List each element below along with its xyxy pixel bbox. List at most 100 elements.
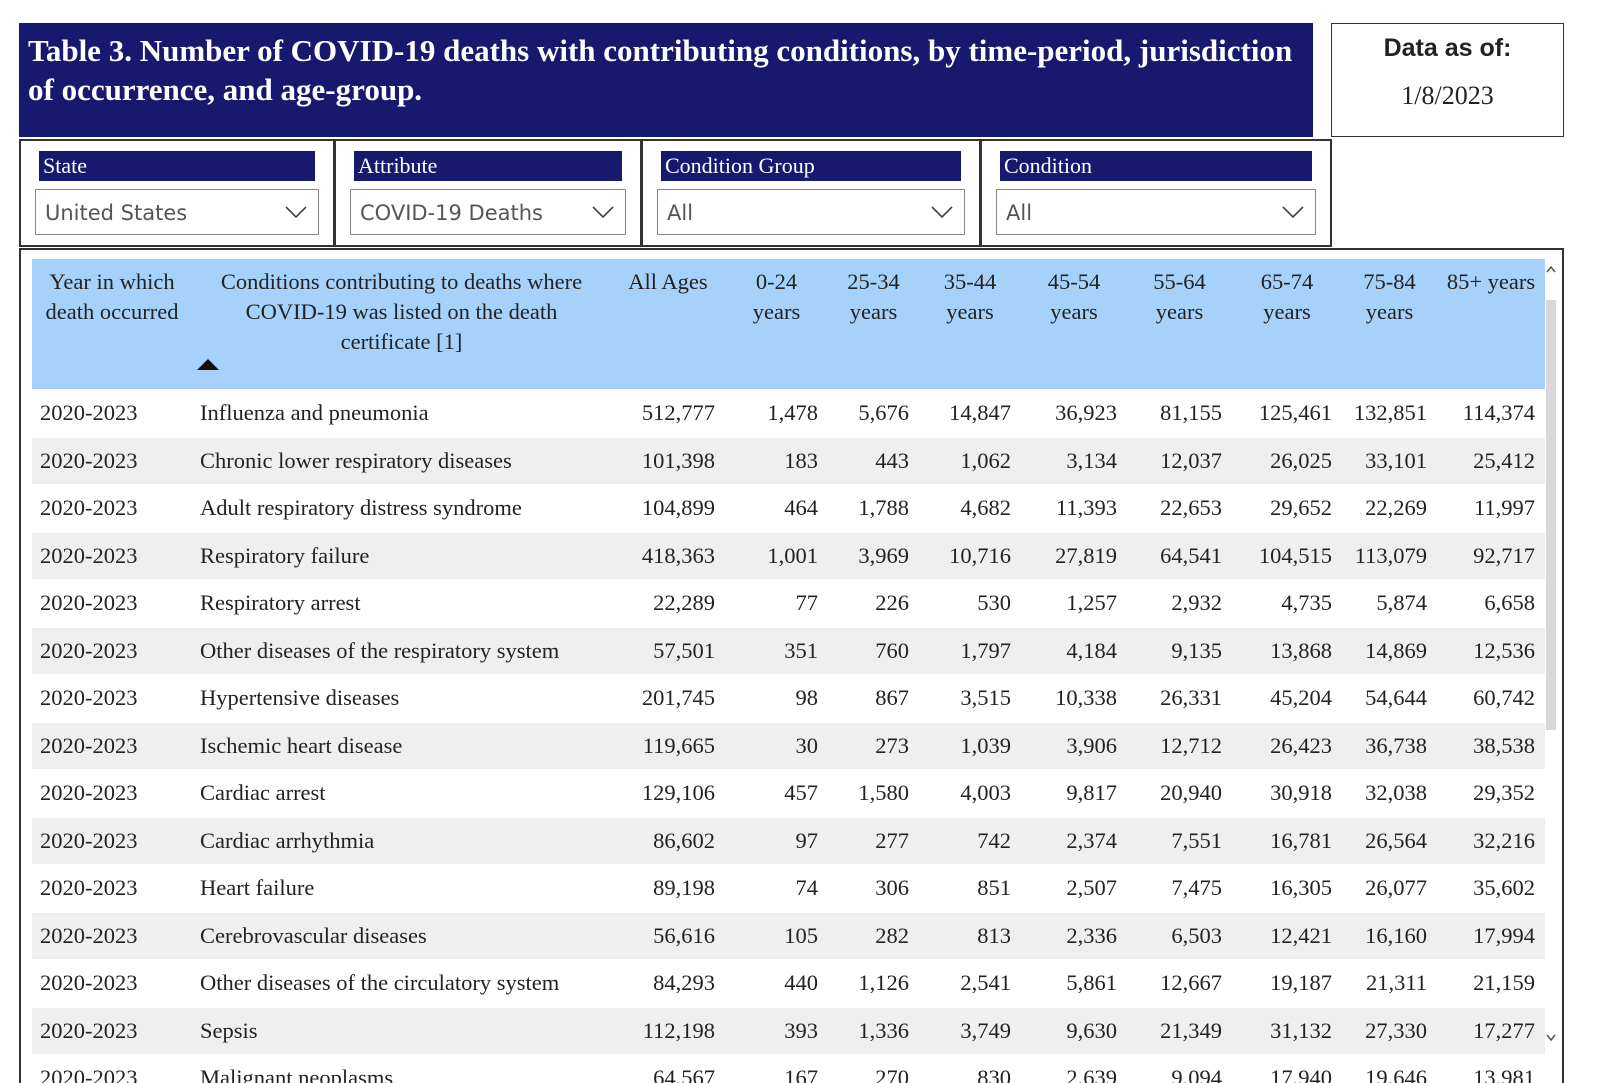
table-cell: 6,503 [1127,911,1232,960]
dropdown[interactable]: COVID-19 Deaths [350,189,626,235]
filter: Attribute COVID-19 Deaths [334,139,642,247]
table-cell: 1,001 [725,531,828,580]
table-cell: 3,134 [1021,436,1127,485]
scrollbar[interactable] [1544,260,1558,1083]
table-cell: 21,159 [1437,959,1545,1007]
table-cell: 98 [725,674,828,722]
dropdown[interactable]: All [996,189,1316,235]
table-row: 2020-2023 Adult respiratory distress synd… [32,484,1545,532]
table-cell: 89,198 [611,864,725,912]
data-as-of-label: Data as of: [1383,34,1512,62]
table-cell: 3,515 [919,674,1021,722]
table-cell: 16,781 [1232,816,1342,865]
table-cell: 22,289 [611,579,725,627]
table-cell: Respiratory arrest [192,579,611,627]
column-header[interactable]: 85+ years [1437,259,1545,390]
sort-arrow[interactable] [196,357,220,371]
column-header[interactable]: 45-54 years [1021,259,1127,390]
table-cell: Hypertensive diseases [192,674,611,722]
filter-label: State [39,151,315,181]
dropdown[interactable]: United States [35,189,319,235]
table-cell: 2020-2023 [32,436,192,485]
table-cell: 30,918 [1232,769,1342,817]
table-cell: 12,421 [1232,911,1342,960]
table-cell: 530 [919,579,1021,627]
table-cell: 35,602 [1437,864,1545,912]
dropdown-value: COVID-19 Deaths [360,201,543,225]
column-header[interactable]: 55-64 years [1127,259,1232,390]
column-header[interactable]: 25-34 years [828,259,919,390]
table-cell: 2,541 [919,959,1021,1007]
table-cell: 77 [725,579,828,627]
table-cell: 64,541 [1127,531,1232,580]
table-cell: 101,398 [611,436,725,485]
table-cell: 2,374 [1021,816,1127,865]
table-cell: 2020-2023 [32,531,192,580]
table-cell: 12,037 [1127,436,1232,485]
dropdown[interactable]: All [657,189,965,235]
table-cell: 97 [725,816,828,865]
table-cell: 26,564 [1342,816,1437,865]
table-cell: Adult respiratory distress syndrome [192,484,611,532]
chevron [285,206,307,219]
table-cell: 2020-2023 [32,816,192,865]
table-cell: 201,745 [611,674,725,722]
filter: Condition All [980,139,1332,247]
table-cell: 60,742 [1437,674,1545,722]
table-cell: 2,507 [1021,864,1127,912]
table-cell: 464 [725,484,828,532]
table-cell: 125,461 [1232,389,1342,437]
table-cell: 167 [725,1054,828,1083]
table-cell: 21,349 [1127,1006,1232,1055]
table-cell: 86,602 [611,816,725,865]
table-cell: 16,160 [1342,911,1437,960]
table-cell: 84,293 [611,959,725,1007]
table-cell: Cerebrovascular diseases [192,911,611,960]
table-cell: 17,940 [1232,1054,1342,1083]
table-cell: 104,515 [1232,531,1342,580]
table-cell: 418,363 [611,531,725,580]
table-cell: Respiratory failure [192,531,611,580]
filter-label: Condition [1000,151,1312,181]
table-cell: 9,630 [1021,1006,1127,1055]
column-header[interactable]: Year in which death occurred [32,259,192,390]
chevron [1282,206,1304,219]
table-cell: 11,393 [1021,484,1127,532]
table-cell: 760 [828,626,919,675]
table-cell: 32,038 [1342,769,1437,817]
table-cell: 14,847 [919,389,1021,437]
table-cell: 74 [725,864,828,912]
table-cell: 183 [725,436,828,485]
table-cell: 2020-2023 [32,626,192,675]
table-cell: 393 [725,1006,828,1055]
table-cell: 10,716 [919,531,1021,580]
filter: State United States [19,139,335,247]
table-cell: 2,336 [1021,911,1127,960]
table-cell: 132,851 [1342,389,1437,437]
table-row: 2020-2023 Cardiac arrhythmia 86,602 97 277 74… [32,816,1545,865]
column-header[interactable]: All Ages [611,259,725,390]
table-row: 2020-2023 Heart failure 89,198 74 306 851 2,50… [32,864,1545,912]
table-cell: 27,819 [1021,531,1127,580]
table-cell: 2020-2023 [32,911,192,960]
column-header[interactable]: 65-74 years [1232,259,1342,390]
table-cell: Ischemic heart disease [192,721,611,770]
chevron [931,206,953,219]
table-cell: 273 [828,721,919,770]
table-cell: 2020-2023 [32,721,192,770]
column-header[interactable]: 35-44 years [919,259,1021,390]
column-header[interactable]: Conditions contributing to deaths where … [192,259,611,390]
column-header[interactable]: 0-24 years [725,259,828,390]
table-cell: 2020-2023 [32,389,192,437]
table-cell: 13,868 [1232,626,1342,675]
table-cell: 12,536 [1437,626,1545,675]
table-cell: 64,567 [611,1054,725,1083]
column-header[interactable]: 75-84 years [1342,259,1437,390]
table-cell: Other diseases of the respiratory system [192,626,611,675]
table-cell: 7,475 [1127,864,1232,912]
table-cell: 38,538 [1437,721,1545,770]
table-cell: 1,580 [828,769,919,817]
table-row: 2020-2023 Hypertensive diseases 201,745 98 8… [32,674,1545,722]
table-cell: 277 [828,816,919,865]
